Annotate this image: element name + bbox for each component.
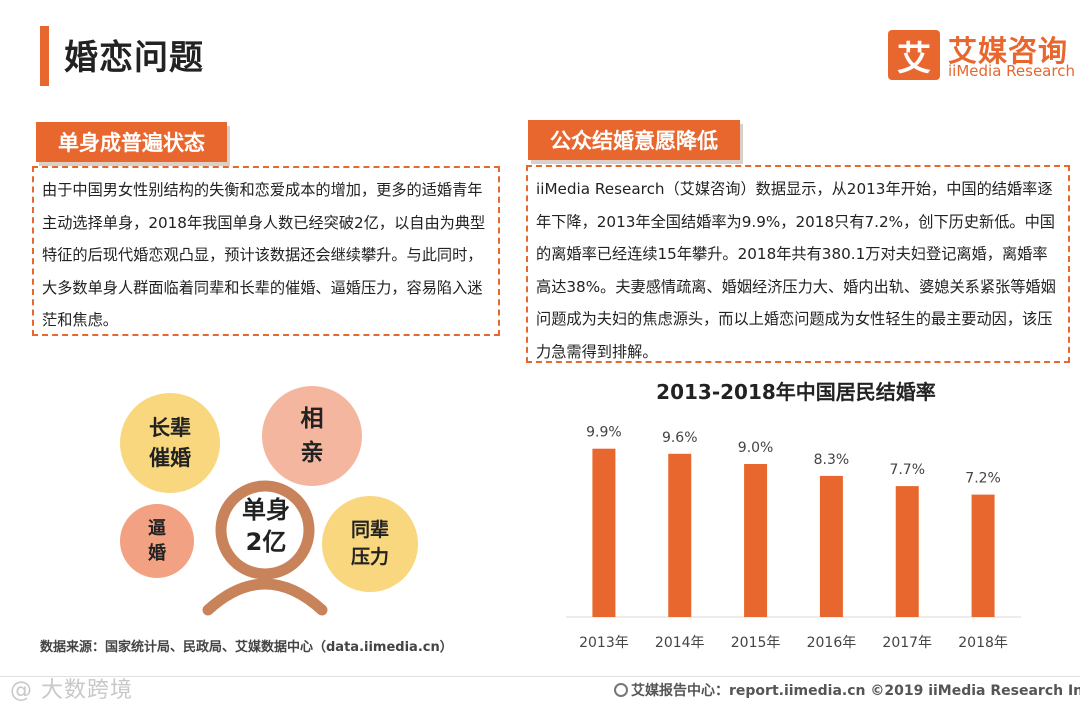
title-accent-bar <box>40 26 49 86</box>
single-line1: 单身 <box>242 496 290 524</box>
footer-bar: 艾媒报告中心：report.iimedia.cn ©2019 iiMedia R… <box>614 680 1080 700</box>
marriage-rate-bar-chart: 9.9% 2013年 9.6% 2014年 9.0% 2015年 8.3% 2016年 7.7%… <box>566 425 1021 651</box>
person-icon <box>202 480 328 616</box>
person-head-ring <box>215 480 315 580</box>
person-shoulders <box>202 578 328 616</box>
x-tick-2013年: 2013年 <box>579 635 629 651</box>
x-tick-2014年: 2014年 <box>655 635 705 651</box>
value-label-2013年: 9.9% <box>586 425 622 441</box>
marriage-willingness-text: iiMedia Research（艾媒咨询）数据显示，从2013年开始，中国的结… <box>526 165 1070 363</box>
elder-line2: 催婚 <box>149 446 191 470</box>
single-status-text: 由于中国男女性别结构的失衡和恋爱成本的增加，更多的适婚青年主动选择单身，2018… <box>32 166 500 336</box>
x-tick-2016年: 2016年 <box>807 635 857 651</box>
footer-divider <box>0 676 1080 677</box>
blind-line2: 亲 <box>300 440 324 466</box>
single-line2: 2亿 <box>245 528 287 556</box>
peer-line1: 同辈 <box>350 519 389 541</box>
page-title: 婚恋问题 <box>64 38 204 78</box>
value-label-2015年: 9.0% <box>738 440 774 456</box>
marriage-willingness-tab: 公众结婚意愿降低 <box>528 120 740 160</box>
force-line1: 逼 <box>148 518 166 539</box>
footer-text: 艾媒报告中心：report.iimedia.cn ©2019 iiMedia R… <box>631 683 1080 699</box>
single-status-tab: 单身成普遍状态 <box>36 122 227 162</box>
bar-2017年 <box>895 486 919 617</box>
elder-line1: 长辈 <box>149 416 191 440</box>
value-label-2018年: 7.2% <box>965 471 1001 487</box>
bar-2016年 <box>819 475 843 617</box>
value-label-2016年: 8.3% <box>814 452 850 468</box>
x-tick-2018年: 2018年 <box>958 635 1008 651</box>
bar-2013年 <box>592 448 616 617</box>
globe-icon <box>614 683 628 697</box>
bar-2015年 <box>744 464 768 617</box>
logo-name-en: iiMedia Research <box>948 62 1075 80</box>
single-count-label: 单身 2亿 <box>216 494 316 558</box>
blind-date-bubble: 相亲 <box>262 386 362 486</box>
data-source-note: 数据来源：国家统计局、民政局、艾媒数据中心（data.iimedia.cn） <box>40 640 453 655</box>
x-tick-2017年: 2017年 <box>882 635 932 651</box>
x-tick-2015年: 2015年 <box>731 635 781 651</box>
value-label-2017年: 7.7% <box>889 462 925 478</box>
peer-pressure-bubble: 同辈 压力 <box>322 496 418 592</box>
elder-pressure-bubble: 长辈 催婚 <box>120 393 220 493</box>
blind-line1: 相 <box>300 406 324 432</box>
watermark: @ 大数跨境 <box>10 678 133 703</box>
forced-marriage-bubble: 逼婚 <box>120 504 194 578</box>
logo-name-cn: 艾媒咨询 <box>948 34 1069 68</box>
peer-line2: 压力 <box>350 546 389 568</box>
bar-2014年 <box>668 453 692 617</box>
iimedia-logo-icon: 艾 <box>888 30 940 80</box>
chart-title: 2013-2018年中国居民结婚率 <box>656 380 936 404</box>
value-label-2014年: 9.6% <box>662 430 698 446</box>
force-line2: 婚 <box>148 543 166 564</box>
bar-2018年 <box>971 494 995 617</box>
